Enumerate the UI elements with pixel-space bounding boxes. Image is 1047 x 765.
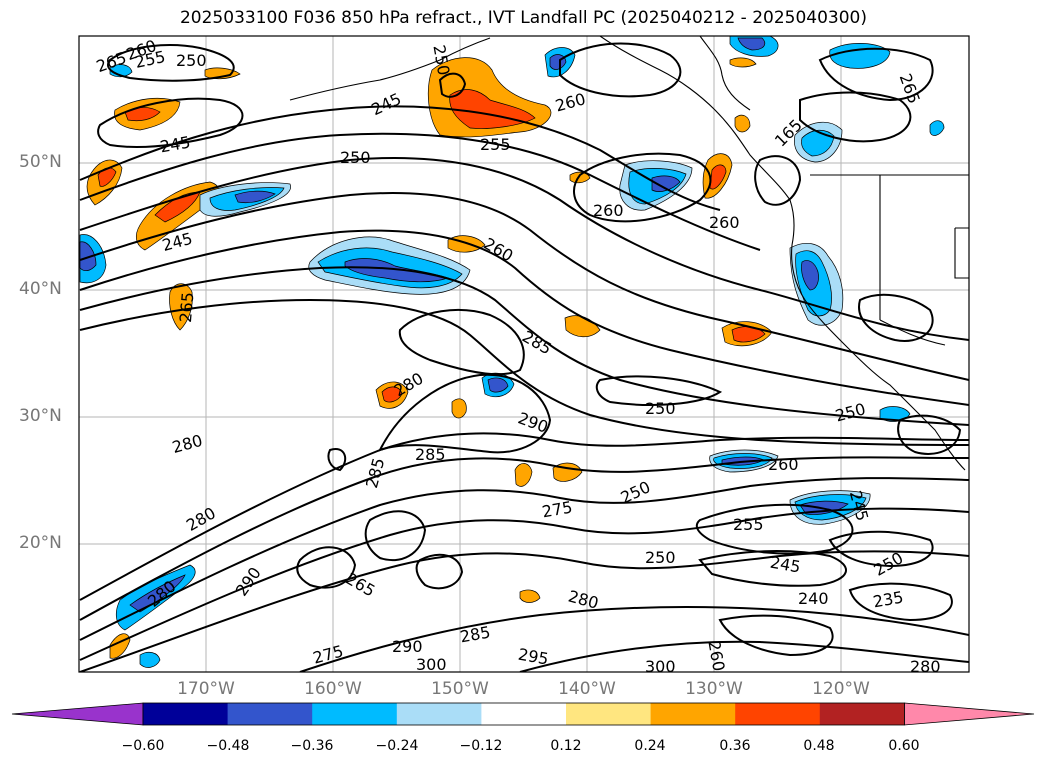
colorbar-extend-low bbox=[11, 702, 144, 726]
graticule bbox=[79, 36, 969, 672]
colorbar-segment bbox=[227, 703, 313, 725]
lon-label-160w: 160°W bbox=[304, 679, 362, 699]
colorbar-segment bbox=[143, 703, 229, 725]
colorbar-segment bbox=[481, 703, 567, 725]
colorbar-segments bbox=[11, 702, 1035, 726]
colorbar-tick-label: −0.36 bbox=[290, 738, 334, 754]
colorbar-extend-high bbox=[904, 702, 1035, 726]
colorbar-segment bbox=[396, 703, 482, 725]
contour-label: 260 bbox=[768, 455, 799, 474]
lon-label-140w: 140°W bbox=[558, 679, 616, 699]
colorbar-segment bbox=[819, 703, 905, 725]
map-title: 2025033100 F036 850 hPa refract., IVT La… bbox=[179, 8, 867, 28]
lat-label-30n: 30°N bbox=[19, 406, 62, 426]
colorbar-tick-label: −0.24 bbox=[375, 738, 419, 754]
lon-label-150w: 150°W bbox=[431, 679, 489, 699]
contour-label: 280 bbox=[910, 657, 941, 676]
contour-label: 250 bbox=[176, 51, 207, 70]
colorbar-segment bbox=[650, 703, 736, 725]
lat-label-40n: 40°N bbox=[19, 279, 62, 299]
contour-label: 300 bbox=[416, 655, 447, 674]
contour-label: 250 bbox=[645, 548, 676, 567]
contour-label: 290 bbox=[392, 637, 423, 656]
lon-label-170w: 170°W bbox=[177, 679, 235, 699]
colorbar-tick-label: 0.48 bbox=[803, 738, 835, 754]
lon-label-130w: 130°W bbox=[685, 679, 743, 699]
colorbar-tick-label: −0.60 bbox=[121, 738, 165, 754]
contour-label: 240 bbox=[798, 589, 829, 608]
contour-label: 260 bbox=[593, 201, 624, 220]
colorbar-tick-label: 0.60 bbox=[888, 738, 920, 754]
contour-label: 250 bbox=[645, 399, 676, 418]
contour-label: 300 bbox=[645, 657, 676, 676]
colorbar-tick-label: −0.48 bbox=[206, 738, 250, 754]
coastline bbox=[289, 36, 969, 471]
colorbar-outline bbox=[142, 702, 905, 726]
lon-label-120w: 120°W bbox=[812, 679, 870, 699]
contour-label: 260 bbox=[709, 213, 740, 232]
contour-label: 285 bbox=[415, 445, 446, 464]
refractivity-contours bbox=[79, 42, 969, 672]
contour-label: 255 bbox=[733, 515, 764, 534]
contour-label: 255 bbox=[480, 135, 511, 154]
contour-label: 250 bbox=[340, 148, 371, 167]
colorbar-segment bbox=[735, 703, 821, 725]
colorbar-tick-label: 0.12 bbox=[550, 738, 582, 754]
colorbar bbox=[11, 702, 1035, 726]
colorbar-segment bbox=[566, 703, 652, 725]
colorbar-tick-label: 0.36 bbox=[719, 738, 751, 754]
lat-label-20n: 20°N bbox=[19, 533, 62, 553]
colorbar-segment bbox=[312, 703, 398, 725]
lat-label-50n: 50°N bbox=[19, 152, 62, 172]
map-border bbox=[78, 35, 970, 673]
contour-label: 265 bbox=[176, 291, 198, 323]
colorbar-tick-label: −0.12 bbox=[459, 738, 503, 754]
colorbar-tick-label: 0.24 bbox=[634, 738, 666, 754]
map-panel: 265 260 255 250 250 245 245 250 255 260 … bbox=[78, 35, 970, 676]
